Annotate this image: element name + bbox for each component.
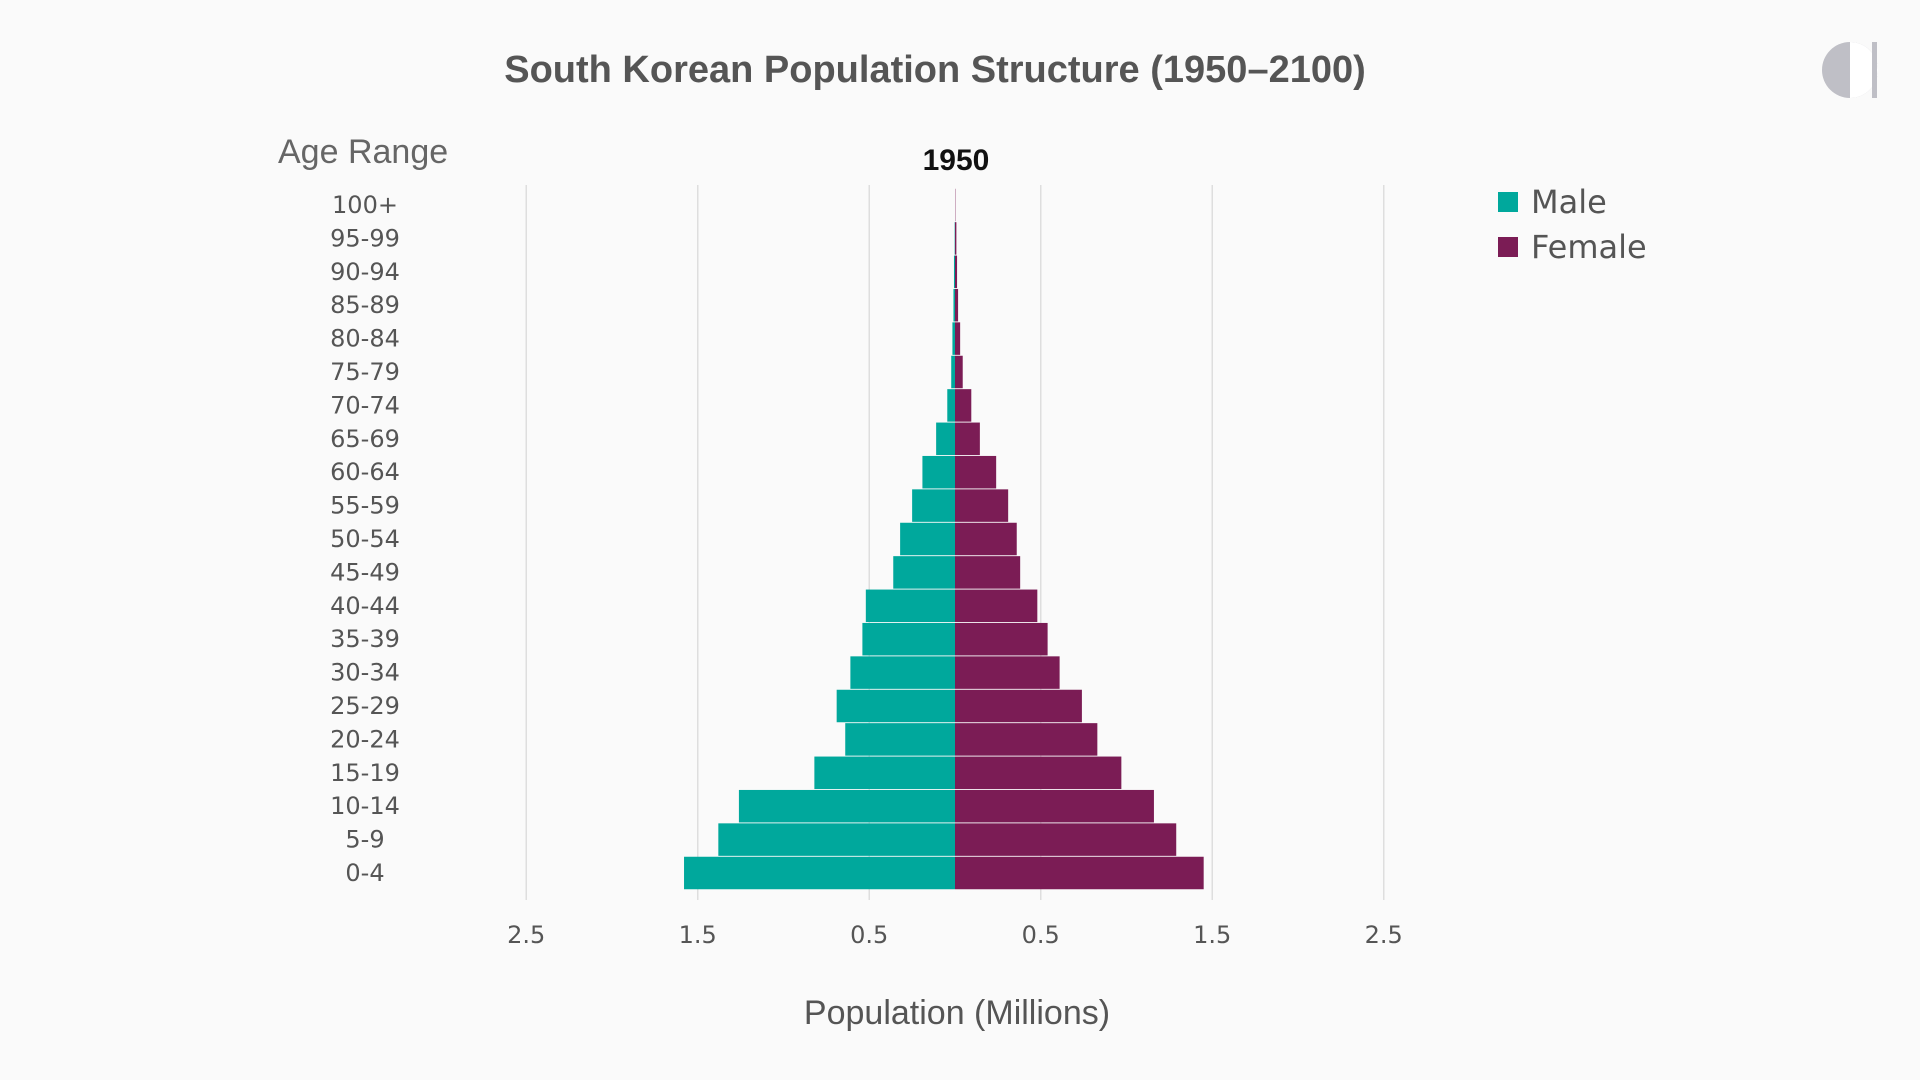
- bar-male-90-94: [953, 255, 955, 289]
- age-label-80-84: 80-84: [330, 325, 400, 353]
- bar-female-50-54: [955, 522, 1017, 556]
- legend-swatch-female: [1498, 237, 1518, 257]
- legend-label-female: Female: [1531, 228, 1647, 266]
- bar-male-35-39: [862, 622, 955, 656]
- age-label-85-89: 85-89: [330, 291, 400, 319]
- bar-female-10-14: [955, 789, 1154, 823]
- bar-male-70-74: [947, 389, 955, 422]
- x-tick-2: 0.5: [850, 921, 888, 949]
- chart-title: South Korean Population Structure (1950–…: [504, 49, 1366, 91]
- bar-male-50-54: [900, 522, 955, 556]
- bar-female-90-94: [955, 255, 958, 289]
- bar-female-75-79: [955, 355, 963, 389]
- bar-male-85-89: [953, 288, 955, 322]
- age-label-20-24: 20-24: [330, 725, 400, 753]
- bar-male-60-64: [922, 455, 955, 489]
- x-tick-4: 1.5: [1193, 921, 1231, 949]
- age-label-40-44: 40-44: [330, 592, 400, 620]
- age-label-100plus: 100+: [332, 191, 398, 219]
- bar-male-15-19: [814, 756, 955, 790]
- age-label-35-39: 35-39: [330, 625, 400, 653]
- bar-female-45-49: [955, 556, 1021, 589]
- bar-female-15-19: [955, 756, 1122, 790]
- age-label-50-54: 50-54: [330, 525, 400, 553]
- bars: [684, 188, 1204, 890]
- half-circle-logo-icon: [1822, 42, 1878, 98]
- age-label-15-19: 15-19: [330, 759, 400, 787]
- bar-male-10-14: [738, 789, 955, 823]
- bar-male-20-24: [845, 723, 955, 756]
- bar-male-45-49: [893, 556, 955, 589]
- bar-male-25-29: [836, 689, 955, 723]
- age-label-30-34: 30-34: [330, 659, 400, 687]
- bar-male-5-9: [718, 823, 955, 856]
- bar-female-20-24: [955, 723, 1098, 756]
- bar-female-80-84: [955, 322, 961, 355]
- bar-male-30-34: [850, 656, 955, 689]
- legend-label-male: Male: [1531, 183, 1607, 221]
- x-tick-3: 0.5: [1022, 921, 1060, 949]
- bar-female-40-44: [955, 589, 1038, 623]
- x-tick-1: 1.5: [679, 921, 717, 949]
- x-tick-5: 2.5: [1365, 921, 1403, 949]
- bar-female-95-99: [955, 222, 957, 255]
- bar-female-25-29: [955, 689, 1082, 723]
- age-label-0-4: 0-4: [345, 859, 384, 887]
- age-label-10-14: 10-14: [330, 792, 400, 820]
- bar-female-65-69: [955, 422, 980, 456]
- age-label-25-29: 25-29: [330, 692, 400, 720]
- bar-male-0-4: [684, 856, 955, 890]
- bar-female-0-4: [955, 856, 1204, 890]
- age-label-60-64: 60-64: [330, 458, 400, 486]
- age-label-90-94: 90-94: [330, 258, 400, 286]
- x-tick-labels: 2.5 1.5 0.5 0.5 1.5 2.5: [507, 921, 1403, 949]
- bar-male-55-59: [912, 489, 955, 522]
- legend-swatch-male: [1498, 192, 1518, 212]
- age-range-labels: 100+ 95-99 90-94 85-89 80-84 75-79 70-74 65-69 6…: [330, 191, 400, 887]
- age-label-95-99: 95-99: [330, 224, 400, 252]
- bar-female-55-59: [955, 489, 1009, 522]
- x-axis-label: Population (Millions): [804, 994, 1110, 1032]
- chart-subtitle-year: 1950: [923, 144, 990, 177]
- legend-item-female: Female: [1498, 228, 1647, 266]
- x-tick-0: 2.5: [507, 921, 545, 949]
- legend: Male Female: [1498, 183, 1647, 266]
- age-label-55-59: 55-59: [330, 492, 400, 520]
- bar-female-70-74: [955, 389, 972, 422]
- bar-female-30-34: [955, 656, 1060, 689]
- bar-female-60-64: [955, 455, 997, 489]
- age-label-5-9: 5-9: [345, 826, 384, 854]
- bar-female-5-9: [955, 823, 1177, 856]
- bar-male-65-69: [936, 422, 955, 456]
- y-axis-label: Age Range: [278, 133, 448, 171]
- age-label-70-74: 70-74: [330, 391, 400, 419]
- age-label-65-69: 65-69: [330, 425, 400, 453]
- legend-item-male: Male: [1498, 183, 1607, 221]
- bar-male-40-44: [865, 589, 955, 623]
- bar-male-75-79: [951, 355, 955, 389]
- age-label-75-79: 75-79: [330, 358, 400, 386]
- bar-male-80-84: [952, 322, 955, 355]
- bar-female-85-89: [955, 288, 959, 322]
- age-label-45-49: 45-49: [330, 558, 400, 586]
- bar-female-35-39: [955, 622, 1048, 656]
